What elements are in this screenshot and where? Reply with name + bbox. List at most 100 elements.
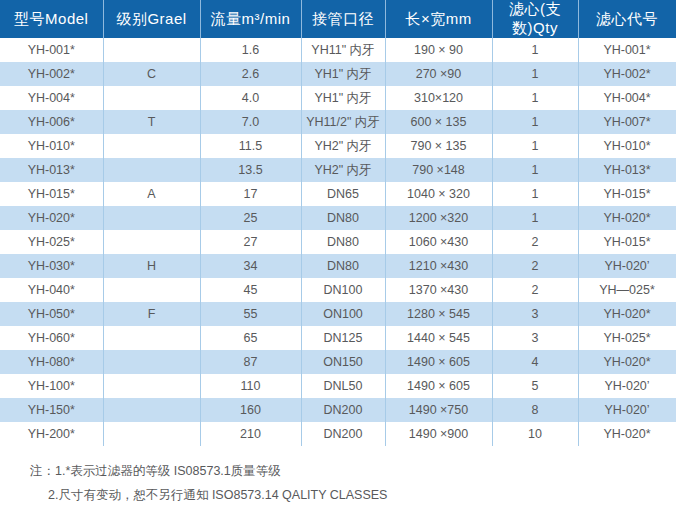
cell-port: ON150	[301, 350, 385, 374]
cell-qty: 5	[492, 374, 578, 398]
header-flow: 流量m³/min	[200, 0, 301, 38]
notes: 注：1.*表示过滤器的等级 IS08573.1质量等级 2.尺寸有变动，恕不另行…	[0, 459, 676, 505]
table-row: YH-020*25DN801200 ×3201YH-020*	[0, 206, 676, 230]
cell-model: YH-080*	[0, 350, 103, 374]
table-row: YH-200*210DN2001490 ×90010YH-020*	[0, 422, 676, 446]
cell-qty: 10	[492, 422, 578, 446]
cell-grade	[103, 374, 200, 398]
cell-grade: A	[103, 182, 200, 206]
cell-code: YH-020’	[578, 254, 676, 278]
cell-flow: 34	[200, 254, 301, 278]
cell-code: YH-020*	[578, 302, 676, 326]
cell-port: YH2" 内牙	[301, 134, 385, 158]
cell-grade	[103, 86, 200, 110]
cell-port: DN100	[301, 278, 385, 302]
cell-flow: 11.5	[200, 134, 301, 158]
cell-qty: 4	[492, 350, 578, 374]
cell-qty: 2	[492, 230, 578, 254]
cell-qty: 2	[492, 278, 578, 302]
table-row: YH-050*F55ON1001280 × 5453YH-020*	[0, 302, 676, 326]
cell-qty: 3	[492, 326, 578, 350]
cell-flow: 7.0	[200, 110, 301, 134]
cell-code: YH-015*	[578, 230, 676, 254]
cell-grade	[103, 422, 200, 446]
cell-port: YH11" 内牙	[301, 38, 385, 62]
cell-flow: 1.6	[200, 38, 301, 62]
table-row: YH-004*4.0YH1" 内牙310×1201YH-004*	[0, 86, 676, 110]
cell-model: YH-004*	[0, 86, 103, 110]
cell-size: 600 × 135	[385, 110, 492, 134]
cell-code: YH-015*	[578, 182, 676, 206]
cell-qty: 1	[492, 182, 578, 206]
cell-grade: C	[103, 62, 200, 86]
cell-code: YH-020*	[578, 350, 676, 374]
cell-size: 1490 × 605	[385, 350, 492, 374]
note-line-1: 注：1.*表示过滤器的等级 IS08573.1质量等级	[30, 459, 676, 483]
cell-size: 1210 ×430	[385, 254, 492, 278]
cell-model: YH-150*	[0, 398, 103, 422]
cell-size: 310×120	[385, 86, 492, 110]
cell-size: 1370 ×430	[385, 278, 492, 302]
cell-flow: 13.5	[200, 158, 301, 182]
cell-code: YH-010*	[578, 134, 676, 158]
cell-code: YH—025*	[578, 278, 676, 302]
cell-qty: 1	[492, 158, 578, 182]
cell-port: DN80	[301, 254, 385, 278]
cell-flow: 27	[200, 230, 301, 254]
cell-grade	[103, 326, 200, 350]
cell-flow: 160	[200, 398, 301, 422]
table-header: 型号Model 级别Grael 流量m³/min 接管口径 长×宽mm 滤心(支…	[0, 0, 676, 38]
cell-grade	[103, 350, 200, 374]
header-size: 长×宽mm	[385, 0, 492, 38]
cell-flow: 2.6	[200, 62, 301, 86]
cell-code: YH-007*	[578, 110, 676, 134]
cell-flow: 55	[200, 302, 301, 326]
cell-qty: 8	[492, 398, 578, 422]
cell-model: YH-006*	[0, 110, 103, 134]
cell-port: DN200	[301, 398, 385, 422]
cell-qty: 3	[492, 302, 578, 326]
table-row: YH-013*13.5YH2" 内牙790 ×1481YH-013*	[0, 158, 676, 182]
cell-code: YH-004*	[578, 86, 676, 110]
cell-port: DN200	[301, 422, 385, 446]
cell-size: 1200 ×320	[385, 206, 492, 230]
cell-flow: 210	[200, 422, 301, 446]
cell-code: YH-001*	[578, 38, 676, 62]
cell-model: YH-001*	[0, 38, 103, 62]
cell-grade: F	[103, 302, 200, 326]
cell-qty: 2	[492, 254, 578, 278]
cell-size: 790 ×148	[385, 158, 492, 182]
cell-size: 1490 ×900	[385, 422, 492, 446]
cell-grade	[103, 134, 200, 158]
cell-port: DN65	[301, 182, 385, 206]
table-row: YH-010*11.5YH2" 内牙790 × 1351YH-010*	[0, 134, 676, 158]
cell-model: YH-060*	[0, 326, 103, 350]
cell-flow: 45	[200, 278, 301, 302]
cell-code: YH-020’	[578, 374, 676, 398]
note-line-2: 2.尺寸有变动，恕不另行通知 ISO8573.14 QALITY CLASSES	[30, 483, 676, 505]
cell-model: YH-013*	[0, 158, 103, 182]
cell-model: YH-025*	[0, 230, 103, 254]
cell-flow: 4.0	[200, 86, 301, 110]
cell-grade	[103, 398, 200, 422]
cell-model: YH-100*	[0, 374, 103, 398]
cell-size: 1440 × 545	[385, 326, 492, 350]
cell-size: 190 × 90	[385, 38, 492, 62]
cell-grade	[103, 230, 200, 254]
header-port: 接管口径	[301, 0, 385, 38]
cell-code: YH-013*	[578, 158, 676, 182]
cell-model: YH-010*	[0, 134, 103, 158]
cell-port: DN80	[301, 206, 385, 230]
cell-grade: H	[103, 254, 200, 278]
cell-flow: 65	[200, 326, 301, 350]
cell-size: 790 × 135	[385, 134, 492, 158]
table-row: YH-100*110DNL501490 × 6055YH-020’	[0, 374, 676, 398]
cell-port: YH1" 内牙	[301, 86, 385, 110]
cell-flow: 17	[200, 182, 301, 206]
cell-qty: 1	[492, 134, 578, 158]
table-row: YH-040*45DN1001370 ×4302YH—025*	[0, 278, 676, 302]
cell-grade	[103, 278, 200, 302]
cell-flow: 110	[200, 374, 301, 398]
cell-flow: 25	[200, 206, 301, 230]
cell-model: YH-020*	[0, 206, 103, 230]
